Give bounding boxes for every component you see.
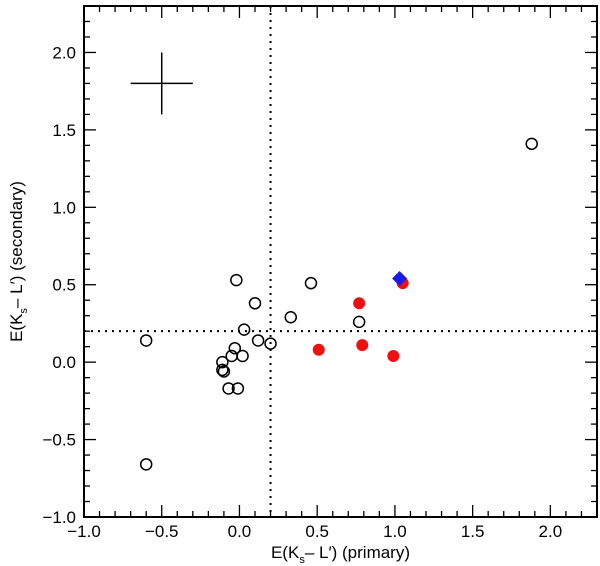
y-tick-label: 1.5 [52, 121, 76, 140]
open-circle-point [230, 273, 243, 287]
y-tick-label: −0.5 [42, 431, 76, 450]
open-circle-point [228, 341, 242, 355]
x-axis-label-base: E(K [271, 543, 300, 562]
y-tick-label: 0.0 [52, 353, 76, 372]
x-axis-label: E(Ks– L′) (primary) [271, 543, 410, 566]
open-circle-point [284, 310, 298, 324]
x-tick-label: 2.0 [539, 522, 563, 541]
open-circle-point [237, 323, 251, 336]
y-tick-label: 0.5 [52, 276, 76, 295]
open-circle-point [264, 337, 277, 350]
open-circle-point [248, 297, 262, 310]
x-axis-label-sub: s [299, 554, 305, 566]
y-axis-label-rest: – L′) (secondary) [7, 181, 26, 308]
open-circle-point [231, 382, 245, 395]
open-circle-point [525, 137, 538, 151]
x-tick-label: 0.5 [305, 522, 329, 541]
open-circle-point [222, 382, 235, 395]
open-circle-point [139, 458, 153, 471]
x-tick-label: −1.0 [67, 522, 101, 541]
y-axis-label-base: E(K [7, 313, 26, 342]
diamond-point [392, 271, 408, 287]
x-tick-label: 0.0 [228, 522, 252, 541]
error-cross [130, 52, 193, 115]
filled-circle-point [353, 297, 366, 310]
x-tick-label: 1.0 [383, 522, 407, 541]
x-axis-label-rest: – L′) (primary) [305, 543, 410, 562]
tick-labels: −1.0 −0.5 0.0 0.5 1.0 1.5 2.0 −1.0 −0.5 0.0 0.5 1.0… [42, 43, 562, 541]
x-tick-label: −0.5 [145, 522, 179, 541]
open-circle-point [251, 334, 265, 347]
open-circle-point [216, 363, 229, 377]
y-tick-label: 1.0 [52, 198, 76, 217]
open-circle-point [236, 349, 249, 363]
open-circle-point [352, 315, 366, 329]
x-tick-label: 1.5 [461, 522, 485, 541]
filled-circle-point [387, 349, 400, 362]
plot-frame [83, 5, 598, 518]
reference-lines [84, 6, 597, 517]
y-tick-label: 2.0 [52, 43, 76, 62]
open-circle-point [304, 276, 318, 290]
y-axis-label-sub: s [18, 308, 30, 314]
filled-circle-point [356, 339, 369, 352]
y-axis-label: E(Ks– L′) (secondary) [7, 181, 30, 342]
open-circle-point [216, 355, 229, 369]
filled-circle-point [312, 343, 325, 356]
open-circle-point [217, 365, 231, 378]
open-circle-point [139, 334, 153, 347]
data-points [139, 137, 538, 471]
y-tick-label: −1.0 [42, 508, 76, 527]
